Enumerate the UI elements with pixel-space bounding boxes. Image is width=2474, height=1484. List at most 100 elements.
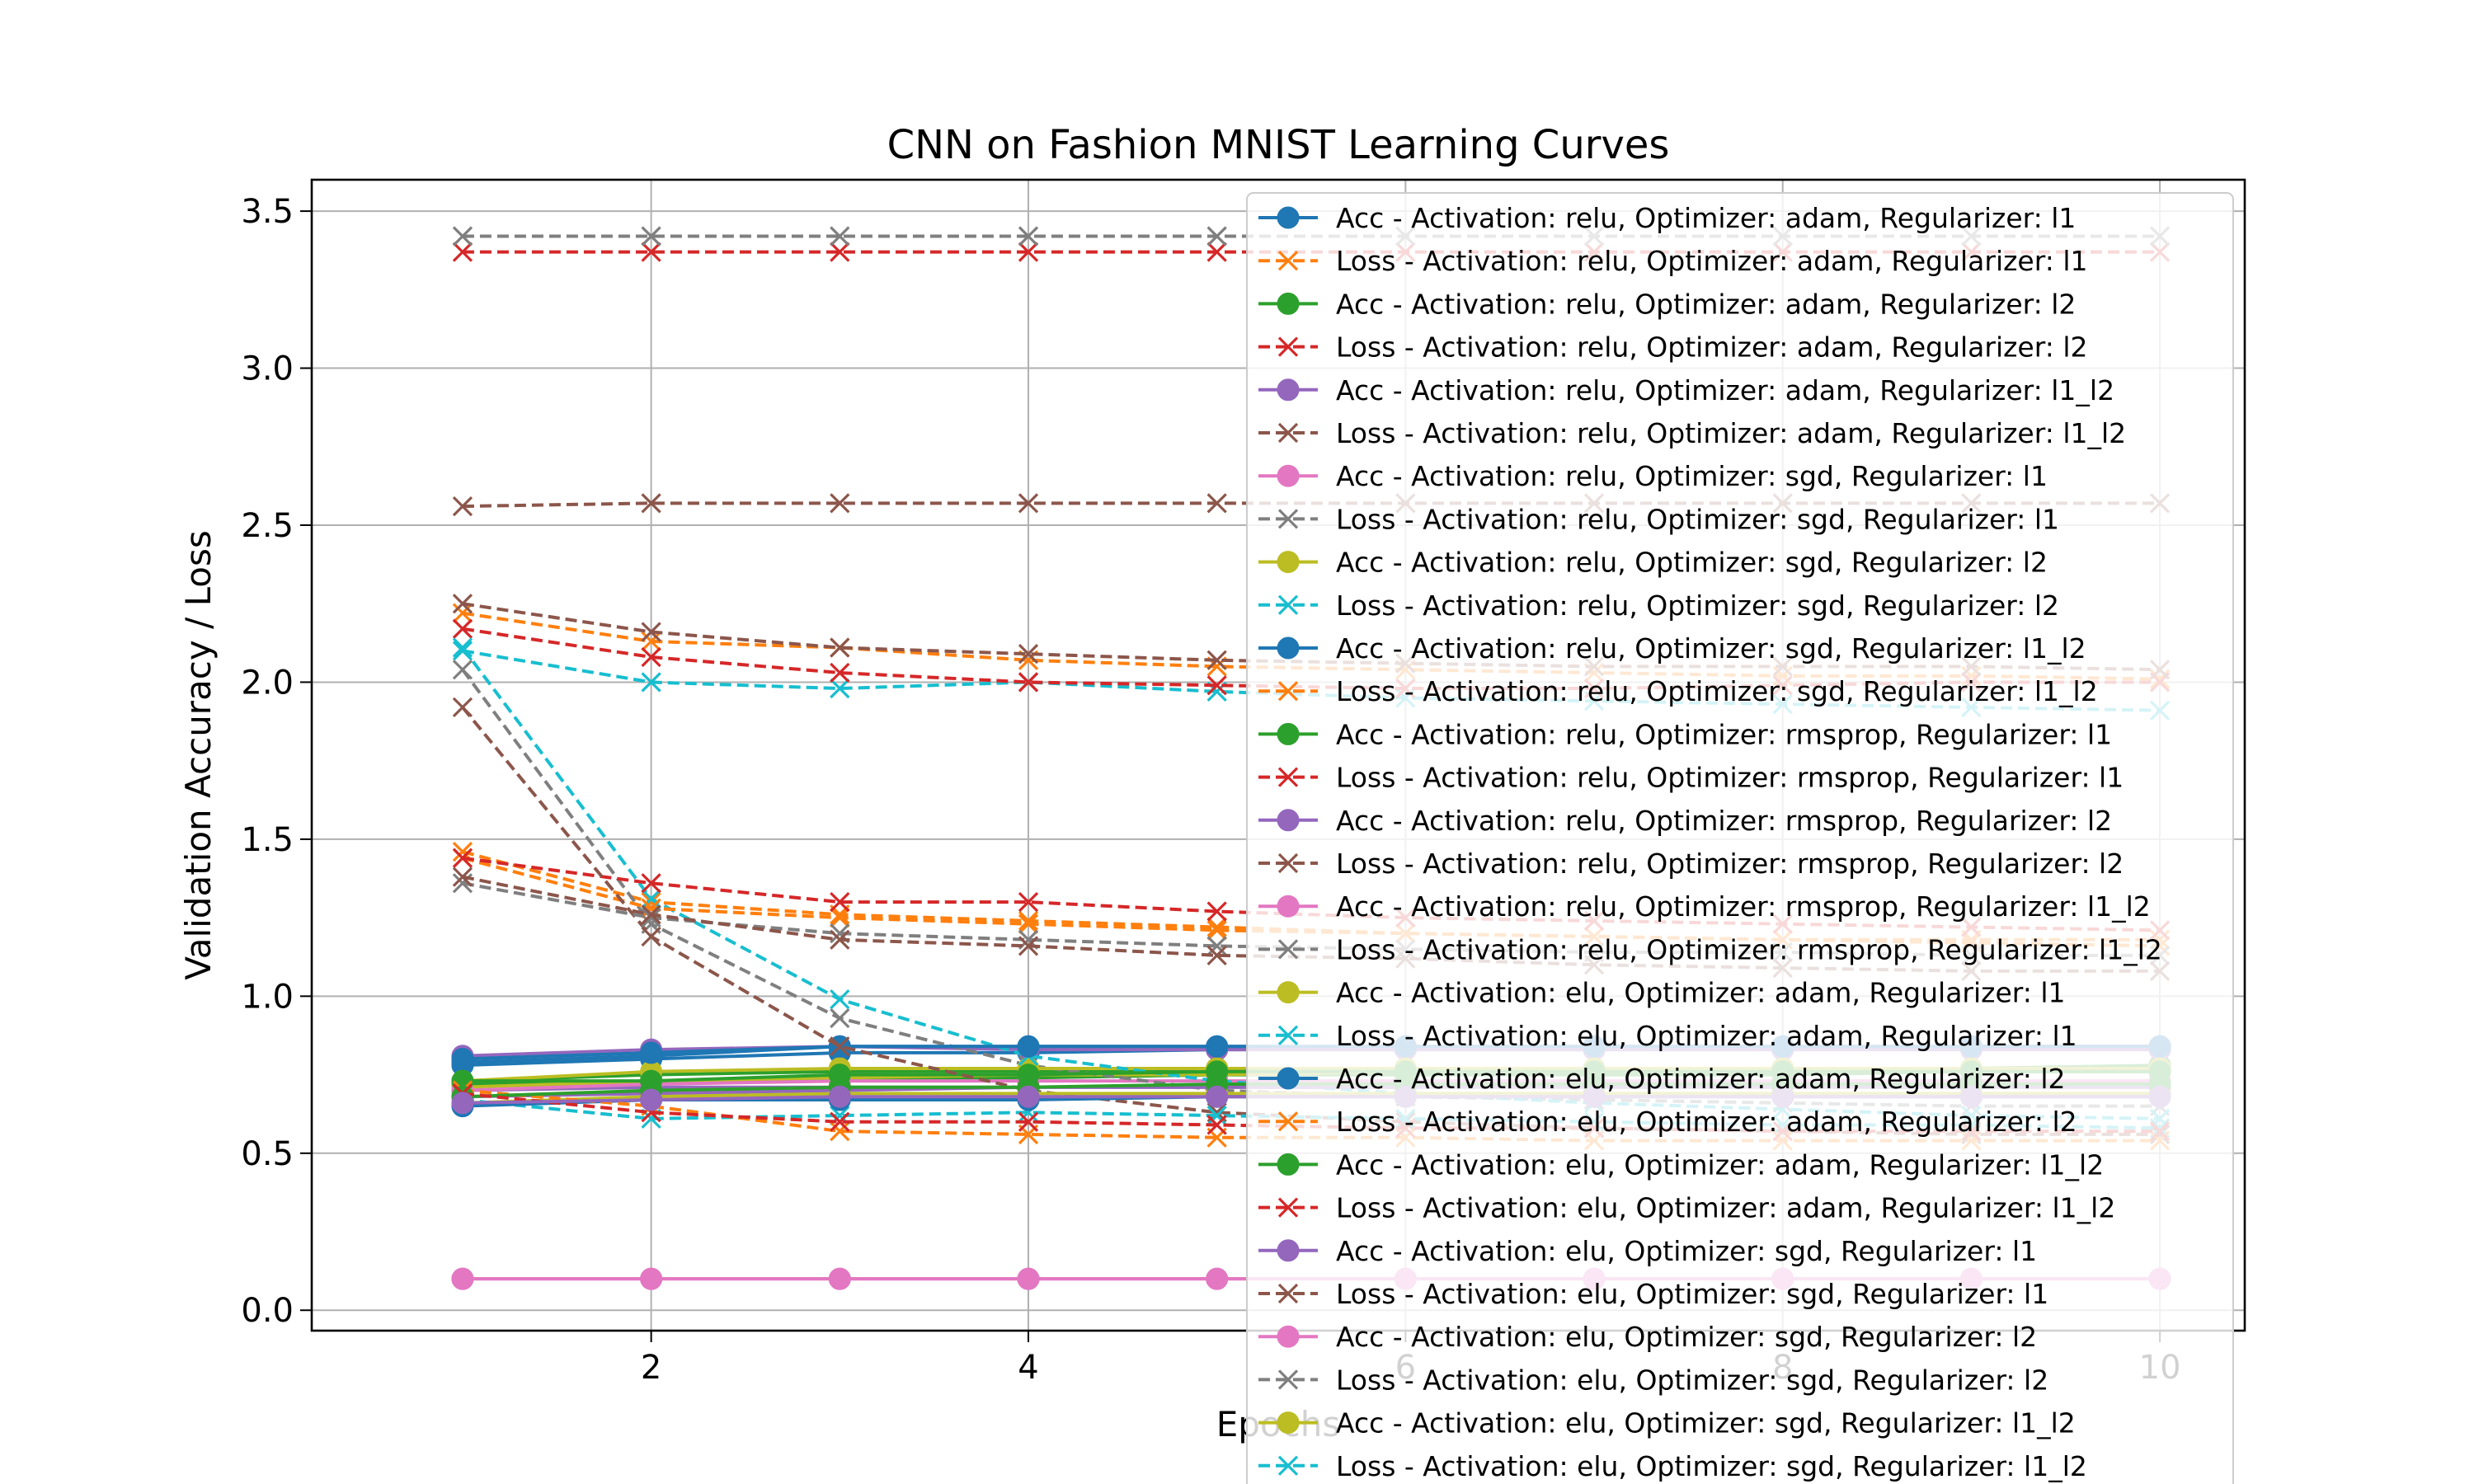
legend-entry: Loss - Activation: elu, Optimizer: adam,… [1258,1020,2077,1052]
legend-swatch-marker [1277,594,1299,615]
series-36-point [452,866,473,887]
legend-label: Acc - Activation: relu, Optimizer: rmspr… [1336,890,2151,923]
series-8-point [452,226,473,247]
legend-swatch-marker [1277,1153,1300,1176]
legend-swatch-marker [1277,981,1300,1004]
series-20-point [830,989,850,1010]
legend-label: Acc - Activation: elu, Optimizer: sgd, R… [1336,1235,2037,1267]
series-12-point [641,631,661,652]
series-21-point [1206,1035,1229,1058]
legend-swatch-marker [1277,722,1300,745]
series-27-point [451,1267,474,1290]
series-24-point [452,848,473,868]
legend-entry: Acc - Activation: relu, Optimizer: sgd, … [1258,632,2086,665]
series-24-point [1018,891,1039,913]
legend-swatch-marker [1277,464,1300,487]
series-24-point [1206,901,1227,922]
series-36-point [641,904,661,925]
legend-entry: Acc - Activation: relu, Optimizer: adam,… [1258,288,2076,320]
legend-swatch-marker [1277,292,1300,315]
series-14-point [830,662,850,683]
series-18-point [452,660,473,680]
legend-swatch-marker [1277,809,1300,832]
series-10-point [641,672,661,693]
series-16-point [1206,650,1227,670]
legend-label: Loss - Activation: elu, Optimizer: sgd, … [1336,1450,2087,1482]
legend-swatch-marker [1277,336,1299,357]
y-tick-label: 3.5 [241,193,294,231]
legend-entry: Loss - Activation: relu, Optimizer: sgd,… [1258,503,2059,535]
legend-entry: Loss - Activation: elu, Optimizer: sgd, … [1258,1364,2048,1396]
legend-swatch-marker [1277,551,1300,574]
series-20-point [641,889,661,909]
legend-label: Acc - Activation: relu, Optimizer: sgd, … [1336,547,2048,579]
legend-swatch-marker [1277,1369,1299,1390]
legend-label: Loss - Activation: elu, Optimizer: adam,… [1336,1106,2077,1138]
legend-label: Loss - Activation: elu, Optimizer: sgd, … [1336,1364,2048,1396]
legend-entry: Acc - Activation: elu, Optimizer: adam, … [1258,1148,2104,1181]
legend-swatch-marker [1277,1239,1300,1262]
series-14-point [1018,672,1039,693]
series-14-point [641,646,661,668]
legend-label: Loss - Activation: relu, Optimizer: sgd,… [1336,675,2098,707]
legend-entry: Loss - Activation: elu, Optimizer: sgd, … [1258,1450,2087,1482]
y-tick-label: 2.5 [241,507,294,545]
y-axis-label: Validation Accuracy / Loss [178,530,219,979]
legend-entry: Acc - Activation: relu, Optimizer: adam,… [1258,202,2076,234]
legend-swatch-marker [1277,939,1299,960]
y-tick-label: 0.0 [241,1292,294,1330]
legend-entry: Loss - Activation: elu, Optimizer: sgd, … [1258,1278,2048,1310]
series-24-point [830,891,850,913]
legend-entry: Loss - Activation: relu, Optimizer: adam… [1258,245,2088,277]
series-21-point [451,1048,474,1071]
legend-entry: Acc - Activation: relu, Optimizer: rmspr… [1258,805,2112,837]
series-21-point [1017,1035,1040,1058]
legend-entry: Acc - Activation: elu, Optimizer: adam, … [1258,1063,2066,1095]
series-32-point [830,1120,850,1142]
series-35-point [640,1088,663,1111]
chart-title: CNN on Fashion MNIST Learning Curves [887,122,1670,168]
legend-label: Loss - Activation: relu, Optimizer: adam… [1336,417,2126,449]
series-21-point [640,1041,663,1064]
series-24-point [641,873,661,894]
series-35-point [1017,1085,1040,1108]
legend-label: Loss - Activation: relu, Optimizer: rmsp… [1336,933,2162,965]
legend-entry: Acc - Activation: elu, Optimizer: sgd, R… [1258,1321,2037,1353]
series-4-point [1018,242,1039,262]
x-tick-label: 2 [641,1349,661,1387]
legend-label: Acc - Activation: elu, Optimizer: sgd, R… [1336,1407,2076,1439]
y-tick-label: 1.5 [241,821,294,859]
x-tick-label: 4 [1018,1349,1038,1387]
legend-label: Acc - Activation: relu, Optimizer: sgd, … [1336,460,2048,492]
legend-swatch-marker [1277,422,1299,444]
legend-label: Loss - Activation: elu, Optimizer: adam,… [1336,1192,2115,1224]
legend-entry: Acc - Activation: elu, Optimizer: adam, … [1258,977,2066,1009]
y-tick-label: 2.0 [241,664,294,702]
legend-label: Loss - Activation: relu, Optimizer: rmsp… [1336,848,2124,880]
series-20-point [452,637,473,658]
legend-swatch-marker [1277,1411,1300,1435]
legend-label: Loss - Activation: elu, Optimizer: sgd, … [1336,1278,2048,1310]
series-6-point [1018,493,1039,514]
series-36-point [830,929,850,950]
series-2-point [1018,910,1039,932]
y-tick-label: 3.0 [241,350,294,388]
series-22-point [830,907,850,928]
series-27-point [640,1267,663,1290]
series-6-point [452,496,473,517]
legend-swatch-marker [1277,251,1299,271]
legend-swatch-marker [1277,636,1300,660]
series-34-point [1018,1111,1039,1132]
legend-entry: Loss - Activation: relu, Optimizer: adam… [1258,331,2088,364]
series-22-point [1206,920,1227,941]
series-30-point [1206,1105,1227,1126]
series-27-point [1206,1267,1229,1290]
legend-label: Acc - Activation: elu, Optimizer: adam, … [1336,1063,2066,1095]
legend-swatch-marker [1277,206,1300,229]
legend-label: Loss - Activation: elu, Optimizer: adam,… [1336,1020,2077,1052]
legend-entry: Acc - Activation: relu, Optimizer: rmspr… [1258,890,2151,923]
legend-swatch-marker [1277,1325,1300,1348]
y-tick-label: 0.5 [241,1135,294,1173]
legend-swatch-marker [1277,1455,1299,1476]
